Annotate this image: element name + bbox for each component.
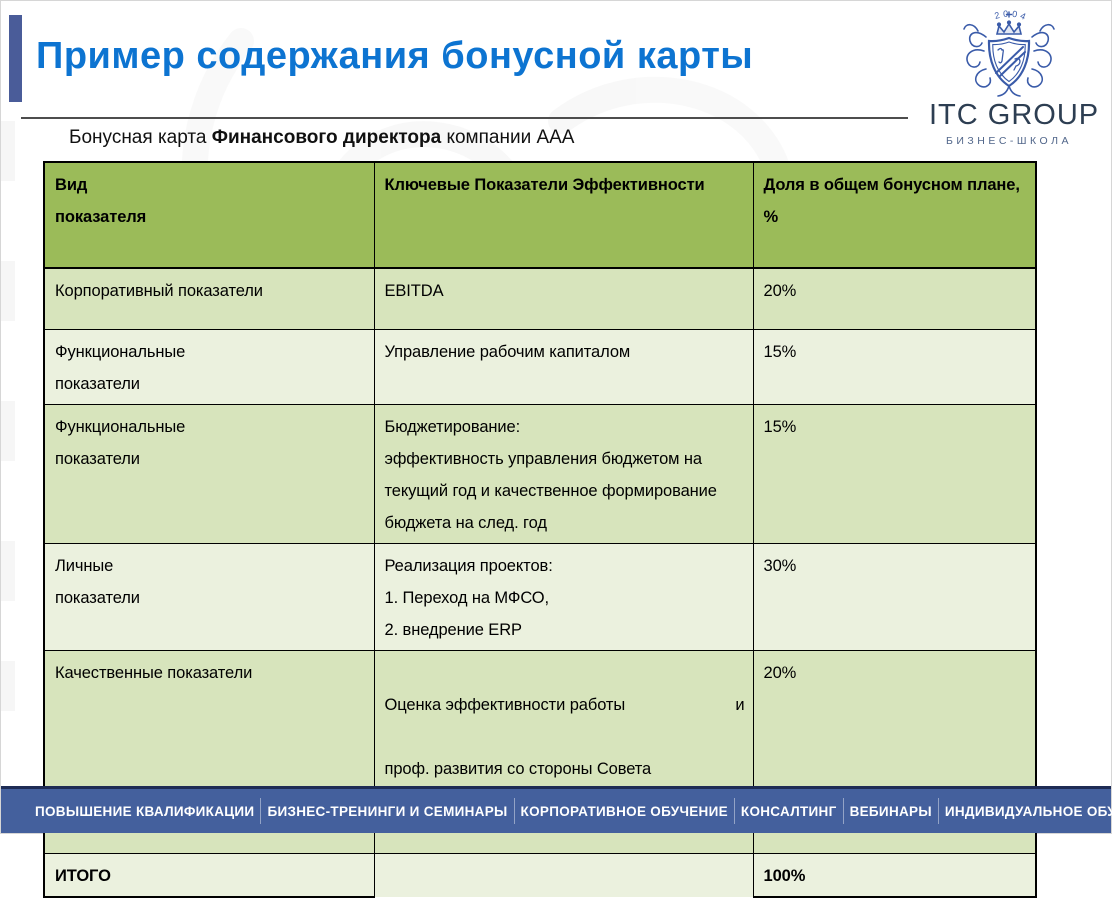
page-title: Пример содержания бонусной карты [36, 35, 754, 77]
footer-divider [733, 798, 735, 824]
footer-divider [260, 798, 262, 824]
cell-total-share: 100% [752, 852, 1037, 897]
logo-name: ITC GROUP [929, 99, 1100, 131]
footer-divider [842, 798, 844, 824]
table-row: Корпоративный показатели EBITDA 20% [43, 267, 1037, 330]
footer-divider [937, 798, 939, 824]
footer-item-trainings: БИЗНЕС-ТРЕНИНГИ И СЕМИНАРЫ [267, 803, 508, 819]
cell-indicator-type: Функциональные показатели [43, 328, 375, 405]
cell-kpi: Реализация проектов: 1. Переход на МФСО,… [373, 542, 754, 651]
table-caption: Бонусная карта Финансового директора ком… [69, 127, 889, 149]
itc-group-logo: 2004 ITC GROUP БИЗНЕС-ШКОЛА [929, 7, 1100, 147]
footer-item-corporate: КОРПОРАТИВНОЕ ОБУЧЕНИЕ [520, 803, 728, 819]
cell-share: 20% [752, 267, 1037, 330]
footer-services-bar: ПОВЫШЕНИЕ КВАЛИФИКАЦИИ БИЗНЕС-ТРЕНИНГИ И… [1, 786, 1112, 833]
footer-item-qualification: ПОВЫШЕНИЕ КВАЛИФИКАЦИИ [35, 803, 255, 819]
kpi-justified-line: Оценка эффективности работы и [385, 689, 745, 721]
header-bonus-share: Доля в общем бонусном плане, % [752, 161, 1037, 269]
table-caption-prefix: Бонусная карта [69, 127, 212, 148]
header-indicator-type: Вид показателя [43, 161, 375, 269]
cell-total-empty [373, 852, 754, 897]
table-row: Функциональные показатели Управление раб… [43, 328, 1037, 405]
cell-share: 30% [752, 542, 1037, 651]
logo-year: 2004 [993, 9, 1030, 23]
title-accent-bar [9, 15, 22, 102]
footer-divider [513, 798, 515, 824]
cell-kpi: Бюджетирование: эффективность управления… [373, 403, 754, 544]
footer-item-webinars: ВЕБИНАРЫ [849, 803, 932, 819]
kpi-line-right: и [735, 695, 745, 714]
cell-indicator-type: Корпоративный показатели [43, 267, 375, 330]
header-kpi: Ключевые Показатели Эффективности [373, 161, 754, 269]
cell-indicator-type: Личные показатели [43, 542, 375, 651]
table-caption-suffix: компании ААА [441, 127, 575, 148]
cell-indicator-type: Функциональные показатели [43, 403, 375, 544]
footer-item-individual: ИНДИВИДУАЛЬНОЕ ОБУЧЕНИЕ [944, 803, 1112, 819]
cell-share: 15% [752, 403, 1037, 544]
itc-crest-icon: 2004 [963, 9, 1055, 97]
footer-item-consulting: КОНСАЛТИНГ [740, 803, 837, 819]
table-header-row: Вид показателя Ключевые Показатели Эффек… [43, 161, 1037, 269]
cell-share: 15% [752, 328, 1037, 405]
kpi-line-left: Оценка эффективности работы [384, 695, 626, 714]
svg-text:2004: 2004 [993, 9, 1030, 23]
table-row: Функциональные показатели Бюджетирование… [43, 403, 1037, 544]
cell-kpi: Управление рабочим капиталом [373, 328, 754, 405]
title-divider-line [21, 117, 908, 119]
table-caption-role: Финансового директора [211, 127, 442, 148]
cell-total-label: ИТОГО [43, 852, 375, 897]
table-total-row: ИТОГО 100% [43, 852, 1037, 897]
cell-kpi: EBITDA [373, 267, 754, 330]
table-row: Личные показатели Реализация проектов: 1… [43, 542, 1037, 651]
logo-tagline: БИЗНЕС-ШКОЛА [945, 135, 1072, 147]
